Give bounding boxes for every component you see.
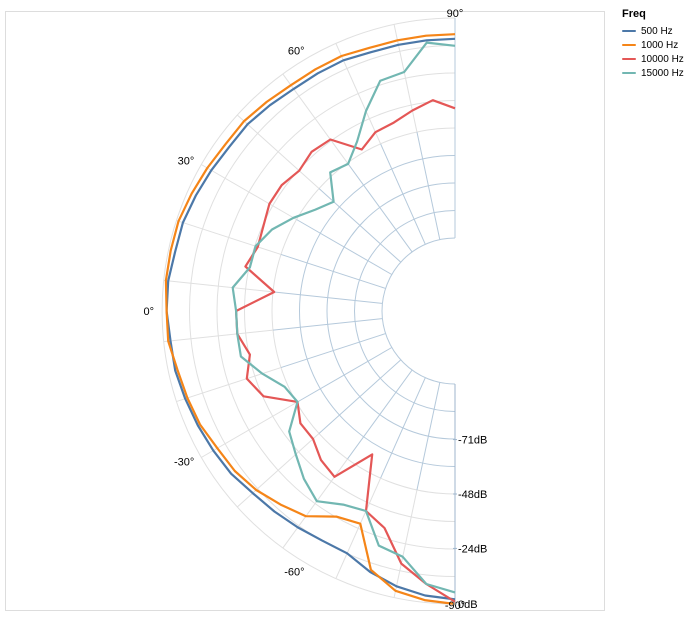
grid-spoke [282,458,348,549]
legend-swatch [622,30,636,32]
grid-arc [299,155,456,467]
plot-frame [5,11,605,611]
grid-spoke [347,369,413,460]
grid-spoke [393,489,418,598]
grid-spoke [416,131,441,240]
grid-spoke [272,318,383,331]
legend: Freq 500 Hz 1000 Hz 10000 Hz 15000 Hz [622,8,684,80]
grid-spoke [380,143,426,245]
grid-spoke [163,279,274,293]
label-layer: 90° 60° 30° 0° -30° -60° -90° -71dB -48dB -24dB 0d… [143,8,487,612]
angle-tick-label: 60° [288,45,305,57]
grid-arc [161,17,456,605]
legend-items: 500 Hz 1000 Hz 10000 Hz 15000 Hz [622,24,684,80]
radius-tick-label: -24dB [458,543,487,555]
grid-arc [216,72,456,550]
grid-arc [354,210,456,412]
grid-spoke [163,329,274,343]
grid-spoke [318,359,402,434]
legend-item: 15000 Hz [622,66,684,80]
series-line-3 [231,41,456,594]
grid-spoke [296,347,393,403]
grid-layer [161,17,456,605]
grid-spoke [347,162,413,253]
angle-tick-label: 30° [178,156,195,168]
legend-label: 1000 Hz [641,39,679,51]
legend-label: 15000 Hz [641,67,684,79]
grid-spoke [393,24,418,133]
grid-arc [326,182,456,440]
grid-spoke [318,188,402,263]
radius-tick-label: -71dB [458,435,487,447]
grid-spoke [296,219,393,275]
grid-spoke [280,333,386,369]
angle-tick-label: 90° [447,8,464,20]
grid-spoke [236,433,320,508]
legend-item: 500 Hz [622,24,684,38]
legend-label: 10000 Hz [641,53,684,65]
series-line-2 [235,99,456,603]
legend-item: 10000 Hz [622,52,684,66]
grid-spoke [335,477,382,579]
legend-swatch [622,58,636,60]
grid-spoke [176,219,282,255]
angle-tick-label: 0° [143,306,154,318]
angle-tick-label: -60° [284,567,304,579]
angle-tick-label: -30° [174,457,194,469]
grid-arc [381,237,456,385]
legend-swatch [622,72,636,74]
grid-spoke [201,164,297,220]
series-line-1 [164,33,456,606]
angle-tick-label: -90° [445,600,465,612]
radius-tick-label: 0dB [458,599,478,611]
grid-spoke [280,253,386,289]
grid-spoke [380,377,426,479]
series-layer [164,33,456,606]
grid-spoke [272,291,383,304]
legend-item: 1000 Hz [622,38,684,52]
legend-title: Freq [622,8,646,20]
grid-spoke [416,382,441,491]
legend-swatch [622,44,636,46]
radius-tick-label: -48dB [458,489,487,501]
grid-arc [244,100,456,522]
grid-spoke [236,114,320,189]
legend-label: 500 Hz [641,25,673,37]
grid-spoke [201,402,297,458]
